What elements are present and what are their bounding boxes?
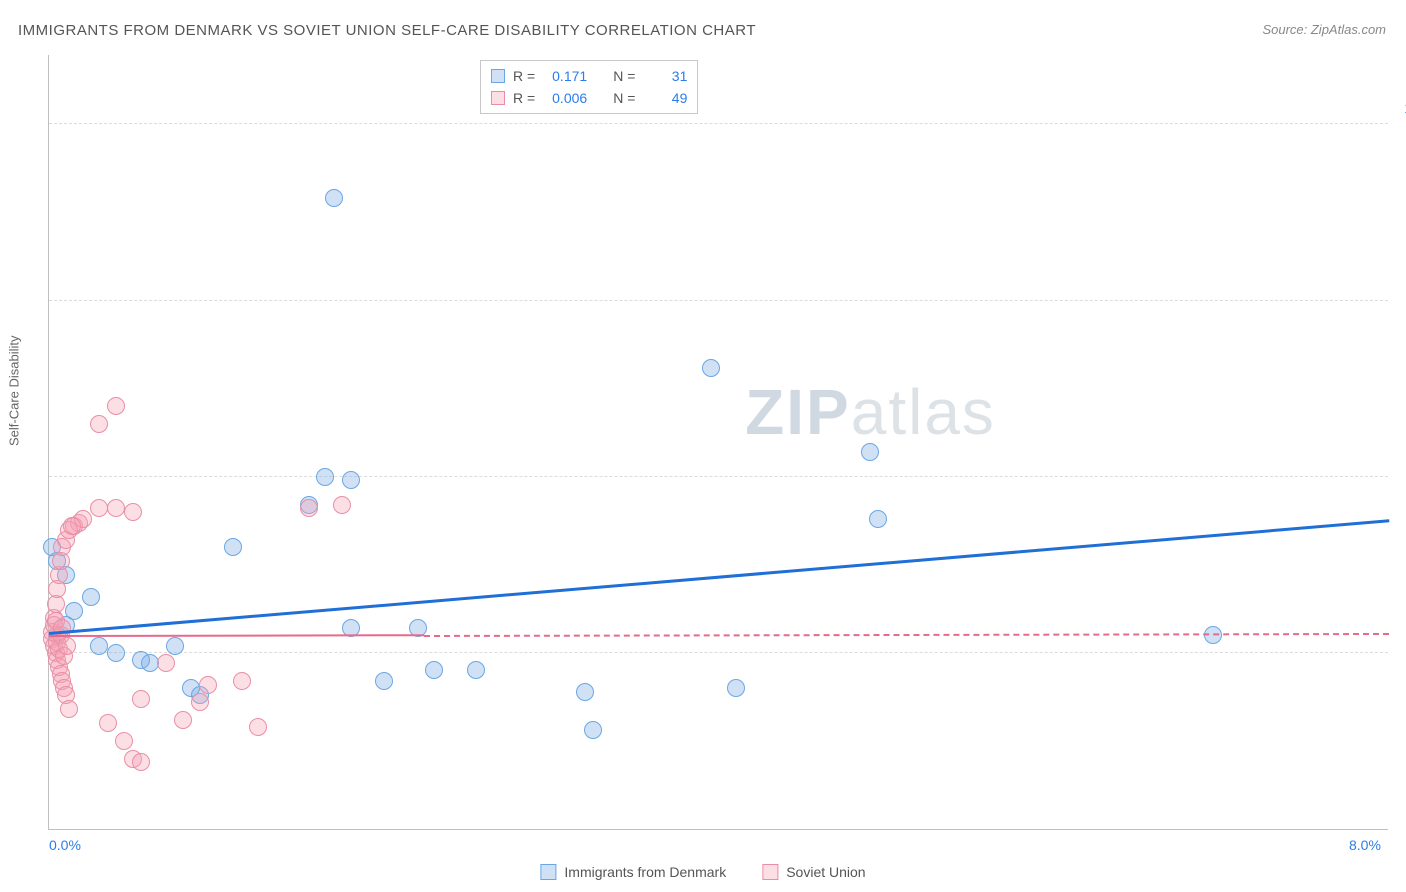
- legend-item: Immigrants from Denmark: [540, 864, 726, 880]
- y-tick-label: 2.5%: [1394, 629, 1406, 645]
- y-tick-label: 5.0%: [1394, 453, 1406, 469]
- data-point: [107, 397, 125, 415]
- n-value: 31: [643, 68, 687, 84]
- data-point: [702, 359, 720, 377]
- gridline: [49, 476, 1388, 477]
- gridline: [49, 123, 1388, 124]
- r-value: 0.006: [543, 90, 587, 106]
- data-point: [224, 538, 242, 556]
- trend-line: [424, 633, 1389, 637]
- legend-item: Soviet Union: [762, 864, 865, 880]
- data-point: [576, 683, 594, 701]
- data-point: [233, 672, 251, 690]
- y-tick-label: 7.5%: [1394, 277, 1406, 293]
- data-point: [325, 189, 343, 207]
- data-point: [425, 661, 443, 679]
- series-swatch: [491, 91, 505, 105]
- n-label: N =: [613, 90, 635, 106]
- gridline: [49, 300, 1388, 301]
- data-point: [199, 676, 217, 694]
- correlation-row: R = 0.006 N = 49: [491, 87, 687, 109]
- data-point: [375, 672, 393, 690]
- chart-title: IMMIGRANTS FROM DENMARK VS SOVIET UNION …: [18, 22, 756, 39]
- data-point: [342, 471, 360, 489]
- data-point: [60, 700, 78, 718]
- data-point: [90, 415, 108, 433]
- data-point: [869, 510, 887, 528]
- y-tick-label: 10.0%: [1394, 100, 1406, 116]
- series-swatch: [762, 864, 778, 880]
- data-point: [727, 679, 745, 697]
- trend-line: [49, 520, 1389, 636]
- data-point: [90, 499, 108, 517]
- legend-label: Soviet Union: [786, 864, 865, 880]
- data-point: [115, 732, 133, 750]
- data-point: [65, 602, 83, 620]
- data-point: [141, 654, 159, 672]
- r-label: R =: [513, 68, 535, 84]
- data-point: [467, 661, 485, 679]
- data-point: [300, 499, 318, 517]
- plot-area: 2.5%5.0%7.5%10.0%0.0%8.0%: [48, 55, 1388, 830]
- n-label: N =: [613, 68, 635, 84]
- data-point: [58, 637, 76, 655]
- data-point: [132, 690, 150, 708]
- data-point: [316, 468, 334, 486]
- x-tick-label: 0.0%: [49, 837, 81, 853]
- series-swatch: [491, 69, 505, 83]
- source-label: Source: ZipAtlas.com: [1262, 22, 1386, 37]
- data-point: [861, 443, 879, 461]
- data-point: [157, 654, 175, 672]
- data-point: [191, 693, 209, 711]
- correlation-row: R = 0.171 N = 31: [491, 65, 687, 87]
- data-point: [124, 503, 142, 521]
- r-value: 0.171: [543, 68, 587, 84]
- data-point: [107, 499, 125, 517]
- data-point: [249, 718, 267, 736]
- series-legend: Immigrants from Denmark Soviet Union: [540, 864, 865, 880]
- data-point: [99, 714, 117, 732]
- r-label: R =: [513, 90, 535, 106]
- data-point: [333, 496, 351, 514]
- data-point: [63, 517, 81, 535]
- data-point: [166, 637, 184, 655]
- data-point: [584, 721, 602, 739]
- x-tick-label: 8.0%: [1349, 837, 1381, 853]
- series-swatch: [540, 864, 556, 880]
- y-axis-title: Self-Care Disability: [7, 335, 22, 446]
- legend-label: Immigrants from Denmark: [564, 864, 726, 880]
- gridline: [49, 652, 1388, 653]
- data-point: [82, 588, 100, 606]
- data-point: [132, 753, 150, 771]
- data-point: [107, 644, 125, 662]
- trend-line: [49, 635, 424, 638]
- data-point: [90, 637, 108, 655]
- data-point: [174, 711, 192, 729]
- n-value: 49: [643, 90, 687, 106]
- correlation-legend: R = 0.171 N = 31 R = 0.006 N = 49: [480, 60, 698, 114]
